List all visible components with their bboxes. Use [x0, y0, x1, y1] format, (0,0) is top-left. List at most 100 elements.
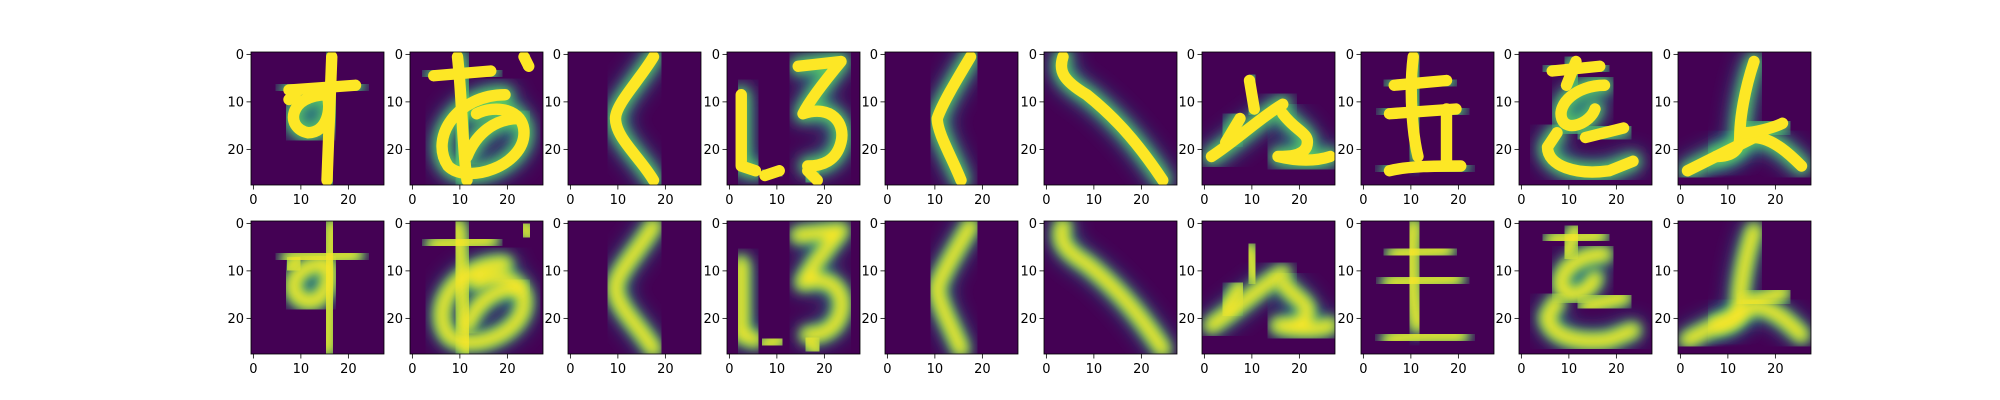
y-tick-label: 10: [861, 264, 878, 279]
y-tick-label: 20: [544, 312, 561, 327]
axes-frame: [567, 220, 702, 355]
image-panel-r2-c4: 0 10 20 0 10 20: [703, 217, 861, 377]
y-tick-label: 20: [1337, 143, 1354, 158]
x-tick-label: 0: [1200, 362, 1208, 377]
x-tick-label: 20: [1133, 362, 1150, 377]
x-tick-label: 10: [927, 362, 944, 377]
x-tick-label: 0: [883, 193, 891, 208]
x-tick-label: 0: [1200, 193, 1208, 208]
image-panel-r2-c5: 0 10 20 0 10 20: [861, 217, 1019, 377]
y-tick-label: 20: [1178, 312, 1195, 327]
y-tick-label: 10: [386, 95, 403, 110]
y-tick-label: 0: [395, 217, 403, 232]
x-tick-label: 10: [1086, 193, 1103, 208]
y-tick-label: 0: [870, 48, 878, 63]
y-tick-label: 10: [1654, 264, 1671, 279]
y-tick-label: 20: [703, 143, 720, 158]
image-panel-r2-c9: 0 10 20 0 10 20: [1495, 217, 1653, 377]
x-tick-label: 0: [249, 362, 257, 377]
x-tick-label: 10: [293, 362, 310, 377]
y-tick-label: 10: [1337, 95, 1354, 110]
x-tick-label: 20: [1133, 193, 1150, 208]
glyph-image: [1051, 52, 1173, 185]
image-grid: 0 10 20 0 10 20 0 10 20 0 10 20 0 10 20 0 10 20 0 10 20 0 10 20…: [227, 48, 1812, 377]
y-tick-label: 0: [236, 48, 244, 63]
x-tick-label: 10: [1720, 193, 1737, 208]
y-tick-label: 10: [703, 264, 720, 279]
image-panel-r2-c3: 0 10 20 0 10 20: [544, 217, 702, 377]
axes-frame: [1677, 51, 1812, 186]
image-panel-r1-c6: 0 10 20 0 10 20: [1020, 48, 1178, 208]
y-tick-label: 20: [227, 143, 244, 158]
glyph-image: [1379, 52, 1471, 181]
axes-frame: [884, 51, 1019, 186]
x-tick-label: 10: [1561, 362, 1578, 377]
axes-frame: [1518, 51, 1653, 186]
x-tick-label: 0: [1359, 193, 1367, 208]
y-tick-label: 10: [227, 95, 244, 110]
glyph-image: [731, 221, 852, 354]
glyph-image: [1202, 70, 1335, 171]
y-tick-label: 0: [553, 217, 561, 232]
y-tick-label: 0: [1663, 48, 1671, 63]
x-tick-label: 0: [249, 193, 257, 208]
axes-frame: [1201, 51, 1336, 186]
y-tick-label: 10: [1178, 95, 1195, 110]
y-tick-label: 20: [1495, 312, 1512, 327]
axes-frame: [1043, 51, 1178, 186]
x-tick-label: 20: [1767, 362, 1784, 377]
image-panel-r2-c10: 0 10 20 0 10 20: [1654, 217, 1812, 377]
glyph-image: [1537, 221, 1643, 351]
y-tick-label: 0: [553, 48, 561, 63]
y-tick-label: 20: [861, 143, 878, 158]
glyph-image: [279, 221, 366, 354]
axes-frame: [1201, 220, 1336, 355]
x-tick-label: 0: [566, 193, 574, 208]
x-tick-label: 10: [927, 193, 944, 208]
x-tick-label: 20: [974, 362, 991, 377]
x-tick-label: 20: [1608, 193, 1625, 208]
y-tick-label: 20: [861, 312, 878, 327]
x-tick-label: 10: [1244, 193, 1261, 208]
glyph-image: [1051, 221, 1173, 354]
x-tick-label: 20: [340, 362, 357, 377]
x-tick-label: 10: [769, 193, 786, 208]
image-panel-r1-c1: 0 10 20 0 10 20: [227, 48, 385, 208]
x-tick-label: 20: [1450, 193, 1467, 208]
image-panel-r1-c4: 0 10 20 0 10 20: [703, 48, 861, 208]
y-tick-label: 0: [1029, 48, 1037, 63]
x-tick-label: 10: [1561, 193, 1578, 208]
glyph-image: [605, 52, 664, 185]
x-tick-label: 20: [1608, 362, 1625, 377]
y-tick-label: 0: [1187, 48, 1195, 63]
y-tick-label: 10: [1495, 264, 1512, 279]
x-tick-label: 20: [1450, 362, 1467, 377]
y-tick-label: 10: [227, 264, 244, 279]
image-panel-r1-c5: 0 10 20 0 10 20: [861, 48, 1019, 208]
axes-frame: [1360, 220, 1495, 355]
x-tick-label: 0: [1676, 193, 1684, 208]
y-tick-label: 20: [1020, 143, 1037, 158]
x-tick-label: 0: [566, 362, 574, 377]
glyph-image: [927, 52, 981, 185]
glyph-image: [279, 52, 366, 185]
axes-frame: [409, 51, 544, 186]
y-tick-label: 0: [712, 217, 720, 232]
x-tick-label: 0: [725, 362, 733, 377]
y-tick-label: 0: [1504, 48, 1512, 63]
x-tick-label: 10: [452, 193, 469, 208]
axes-frame: [409, 220, 544, 355]
glyph-image: [423, 221, 539, 354]
y-tick-label: 0: [1346, 48, 1354, 63]
y-tick-label: 10: [861, 95, 878, 110]
x-tick-label: 10: [1086, 362, 1103, 377]
glyph-image: [1678, 221, 1811, 350]
image-panel-r2-c1: 0 10 20 0 10 20: [227, 217, 385, 377]
x-tick-label: 10: [769, 362, 786, 377]
glyph-image: [1379, 221, 1471, 350]
y-tick-label: 20: [386, 312, 403, 327]
x-tick-label: 0: [1517, 193, 1525, 208]
image-panel-r1-c8: 0 10 20 0 10 20: [1337, 48, 1495, 208]
x-tick-label: 20: [657, 362, 674, 377]
y-tick-label: 20: [703, 312, 720, 327]
